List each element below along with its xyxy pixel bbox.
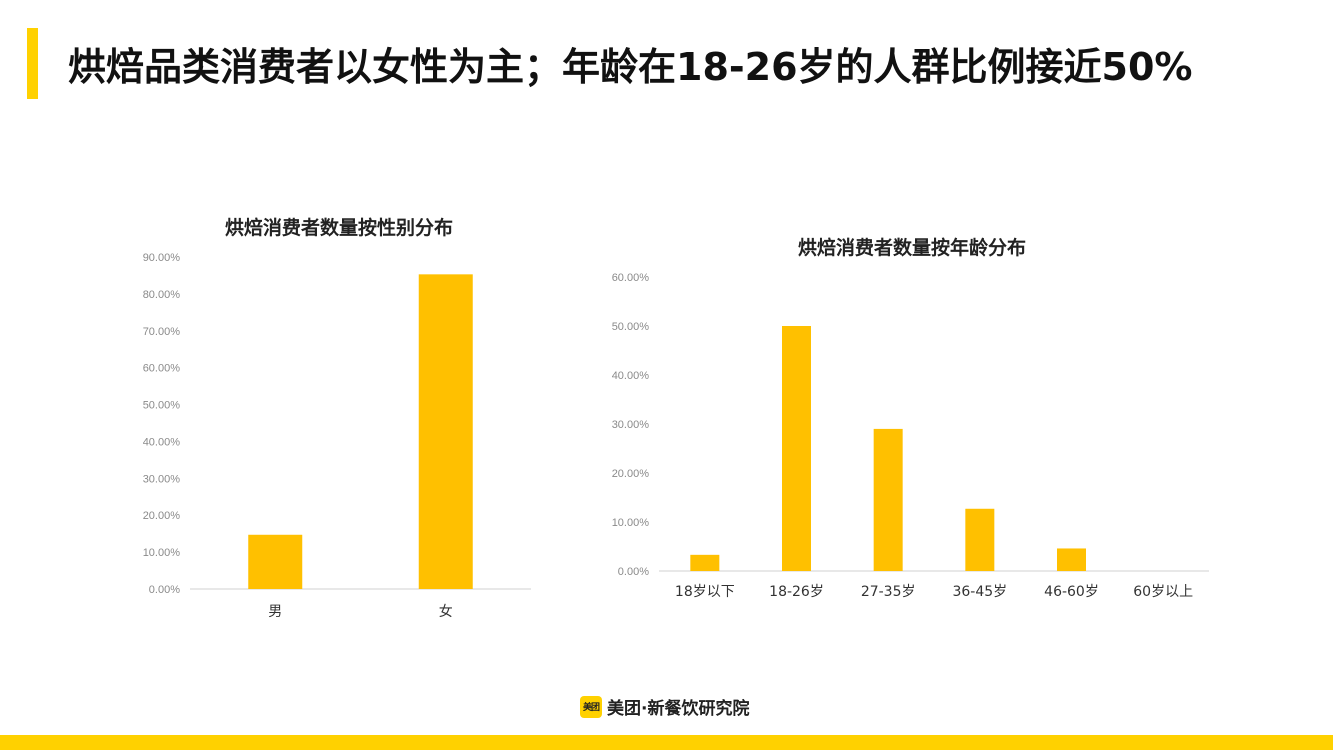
gender-ytick-label: 30.00% <box>143 473 181 485</box>
age-ytick-label: 0.00% <box>618 566 649 578</box>
age-bar <box>873 428 903 571</box>
meituan-logo-icon: 美团 <box>580 695 602 718</box>
gender-ytick-label: 0.00% <box>149 584 180 596</box>
footer-logo-text: 美团·新餐饮研究院 <box>607 699 750 719</box>
age-chart-title: 烘焙消费者数量按年龄分布 <box>798 237 1027 259</box>
age-ytick-label: 30.00% <box>612 419 650 431</box>
age-ytick-label: 20.00% <box>612 468 650 480</box>
age-bar <box>690 554 720 571</box>
gender-ytick-label: 10.00% <box>143 547 181 559</box>
gender-ytick-label: 80.00% <box>143 289 181 301</box>
age-category-label: 36-45岁 <box>952 584 1007 600</box>
footer-logo: 美团 美团·新餐饮研究院 <box>580 694 749 719</box>
age-ytick-label: 10.00% <box>612 517 650 529</box>
gender-bar <box>418 274 473 589</box>
age-ytick-label: 60.00% <box>612 272 650 284</box>
gender-ytick-label: 50.00% <box>143 400 181 412</box>
age-category-label: 27-35岁 <box>861 584 916 600</box>
bottom-accent-bar <box>0 735 1333 750</box>
gender-ytick-label: 40.00% <box>143 436 181 448</box>
gender-category-label: 男 <box>268 604 282 620</box>
title-accent-bar <box>27 28 38 99</box>
age-category-label: 60岁以上 <box>1133 584 1193 600</box>
age-ytick-label: 40.00% <box>612 370 650 382</box>
gender-ytick-label: 90.00% <box>143 252 181 264</box>
age-category-label: 18岁以下 <box>675 584 735 600</box>
gender-chart-title: 烘焙消费者数量按性别分布 <box>225 217 454 239</box>
gender-ytick-label: 70.00% <box>143 326 181 338</box>
age-category-label: 18-26岁 <box>769 584 824 600</box>
gender-ytick-label: 60.00% <box>143 363 181 375</box>
page-title: 烘焙品类消费者以女性为主；年龄在18-26岁的人群比例接近50% <box>68 45 1193 89</box>
gender-ytick-label: 20.00% <box>143 510 181 522</box>
gender-bar <box>248 534 303 589</box>
age-bar <box>965 508 995 571</box>
age-ytick-label: 50.00% <box>612 321 650 333</box>
gender-category-label: 女 <box>439 603 453 620</box>
age-category-label: 46-60岁 <box>1044 584 1099 600</box>
age-bar <box>1057 548 1086 571</box>
age-bar <box>782 326 811 571</box>
